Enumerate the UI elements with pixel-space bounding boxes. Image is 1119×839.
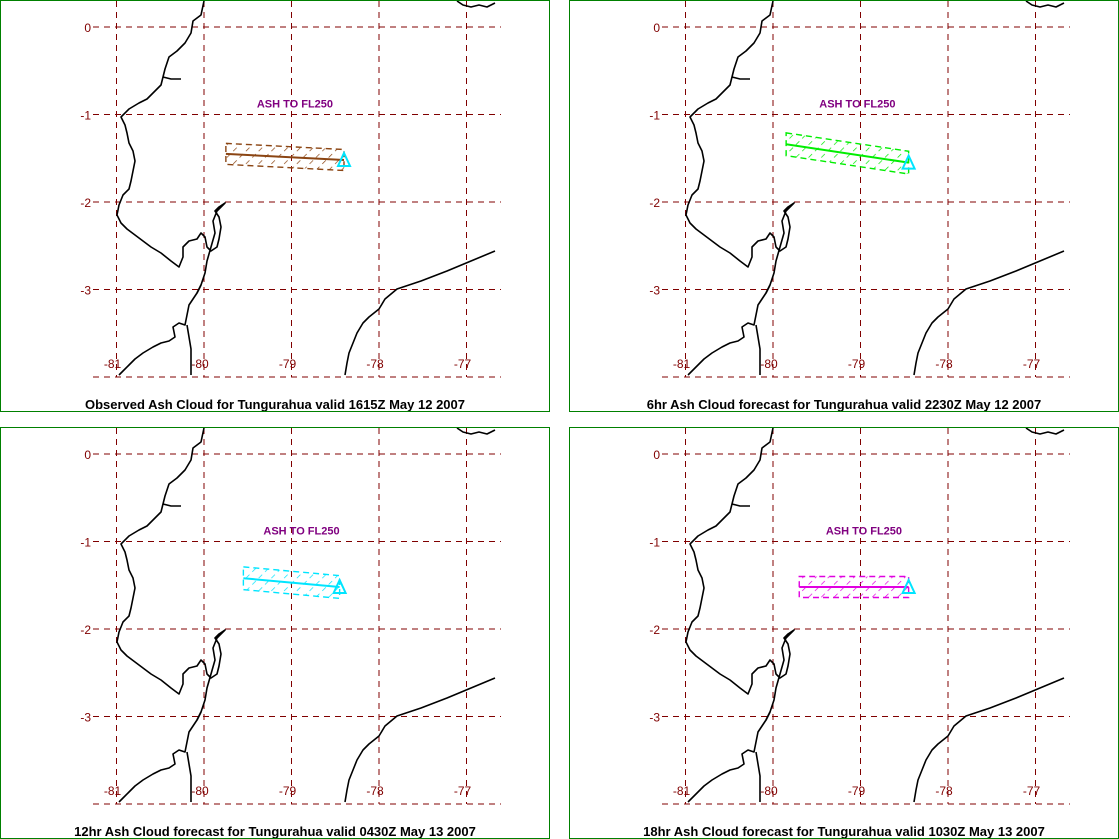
lat-tick-label: 0 xyxy=(84,448,91,462)
lat-tick-label: -2 xyxy=(80,623,91,637)
lon-tick-label: -79 xyxy=(848,784,866,798)
map-panel-6hr: 0 -1 -2 -3 -81 -80 -79 -78 -77 ASH TO FL250 6hr A… xyxy=(569,0,1119,412)
volcano-icon xyxy=(901,577,917,594)
lon-tick-label: -80 xyxy=(760,784,778,798)
map-panel-observed: 0 -1 -2 -3 -81 -80 -79 -78 -77 ASH TO FL250 Obser… xyxy=(0,0,550,412)
lon-tick-label: -78 xyxy=(935,357,953,371)
map-canvas: 0 -1 -2 -3 -81 -80 -79 -78 -77 ASH TO FL250 xyxy=(649,1,1070,378)
lat-tick-label: -1 xyxy=(80,536,91,550)
lat-tick-label: -3 xyxy=(649,711,660,725)
lon-tick-label: -78 xyxy=(366,784,384,798)
ash-label: ASH TO FL250 xyxy=(819,99,895,111)
ash-cloud xyxy=(798,575,910,599)
lon-tick-label: -81 xyxy=(104,357,122,371)
lat-tick-label: -3 xyxy=(649,284,660,298)
lat-tick-label: 0 xyxy=(653,21,660,35)
lon-tick-label: -78 xyxy=(366,357,384,371)
lat-tick-label: -3 xyxy=(80,284,91,298)
lon-tick-label: -80 xyxy=(191,357,209,371)
lat-tick-label: -1 xyxy=(649,109,660,123)
lat-tick-label: -1 xyxy=(649,536,660,550)
coastline xyxy=(116,428,496,803)
map-panel-18hr: 0 -1 -2 -3 -81 -80 -79 -78 -77 ASH TO FL250 18hr … xyxy=(569,427,1119,839)
coastline-segment xyxy=(456,428,496,435)
coastline-segment xyxy=(116,1,226,376)
coastline-segment xyxy=(765,284,771,294)
lon-tick-label: -79 xyxy=(279,357,297,371)
coastline-segment xyxy=(685,428,795,803)
coastline xyxy=(685,428,1065,803)
lon-tick-label: -77 xyxy=(454,784,472,798)
graticule xyxy=(93,428,501,805)
coastline-segment xyxy=(913,250,1065,376)
lon-tick-label: -77 xyxy=(454,357,472,371)
lat-tick-label: -2 xyxy=(649,623,660,637)
graticule xyxy=(662,1,1070,378)
coastline-segment xyxy=(196,284,202,294)
graticule xyxy=(93,1,501,378)
lon-tick-label: -79 xyxy=(848,357,866,371)
lat-tick-label: -1 xyxy=(80,109,91,123)
map-panel-12hr: 0 -1 -2 -3 -81 -80 -79 -78 -77 ASH TO FL250 12hr … xyxy=(0,427,550,839)
coastline-segment xyxy=(685,1,795,376)
lat-tick-label: 0 xyxy=(84,21,91,35)
ash-label: ASH TO FL250 xyxy=(826,526,902,538)
lon-tick-label: -81 xyxy=(104,784,122,798)
lat-tick-label: -2 xyxy=(80,196,91,210)
lon-tick-label: -77 xyxy=(1023,784,1041,798)
map-canvas: 0 -1 -2 -3 -81 -80 -79 -78 -77 ASH TO FL250 xyxy=(80,1,501,378)
coastline-segment xyxy=(186,751,192,802)
coastline-segment xyxy=(1025,1,1065,8)
lat-tick-label: -2 xyxy=(649,196,660,210)
panel-caption: 12hr Ash Cloud forecast for Tungurahua v… xyxy=(74,824,476,839)
panel-caption: Observed Ash Cloud for Tungurahua valid … xyxy=(84,397,465,412)
lon-tick-label: -79 xyxy=(279,784,297,798)
ash-cloud-axis xyxy=(243,577,340,588)
coastline-segment xyxy=(755,324,761,375)
coastline-segment xyxy=(186,324,192,375)
lat-tick-label: -3 xyxy=(80,711,91,725)
panel-caption: 6hr Ash Cloud forecast for Tungurahua va… xyxy=(646,397,1042,412)
ash-label: ASH TO FL250 xyxy=(257,99,333,111)
coastline-segment xyxy=(1025,428,1065,435)
graticule xyxy=(662,428,1070,805)
coastline-segment xyxy=(196,711,202,721)
map-canvas: 0 -1 -2 -3 -81 -80 -79 -78 -77 ASH TO FL250 xyxy=(649,428,1070,805)
ash-cloud xyxy=(242,566,341,600)
coastline-segment xyxy=(344,250,496,376)
coastline xyxy=(685,1,1065,376)
lon-tick-label: -81 xyxy=(673,784,691,798)
lon-tick-label: -81 xyxy=(673,357,691,371)
lat-tick-label: 0 xyxy=(653,448,660,462)
lon-tick-label: -80 xyxy=(760,357,778,371)
coastline-segment xyxy=(755,751,761,802)
lon-tick-label: -80 xyxy=(191,784,209,798)
ash-label: ASH TO FL250 xyxy=(263,526,339,538)
volcano-icon xyxy=(901,153,917,170)
ash-cloud-axis xyxy=(785,143,909,164)
coastline-segment xyxy=(456,1,496,8)
coastline-segment xyxy=(116,428,226,803)
volcano-icon xyxy=(336,150,352,167)
coastline-segment xyxy=(344,677,496,803)
volcano-icon xyxy=(332,577,348,594)
ash-cloud xyxy=(785,132,910,175)
lon-tick-label: -77 xyxy=(1023,357,1041,371)
coastline-segment xyxy=(913,677,1065,803)
ash-cloud xyxy=(225,142,345,172)
lon-tick-label: -78 xyxy=(935,784,953,798)
panel-caption: 18hr Ash Cloud forecast for Tungurahua v… xyxy=(643,824,1045,839)
coastline-segment xyxy=(765,711,771,721)
ash-cloud-axis xyxy=(225,152,345,161)
coastline xyxy=(116,1,496,376)
map-canvas: 0 -1 -2 -3 -81 -80 -79 -78 -77 ASH TO FL250 xyxy=(80,428,501,805)
